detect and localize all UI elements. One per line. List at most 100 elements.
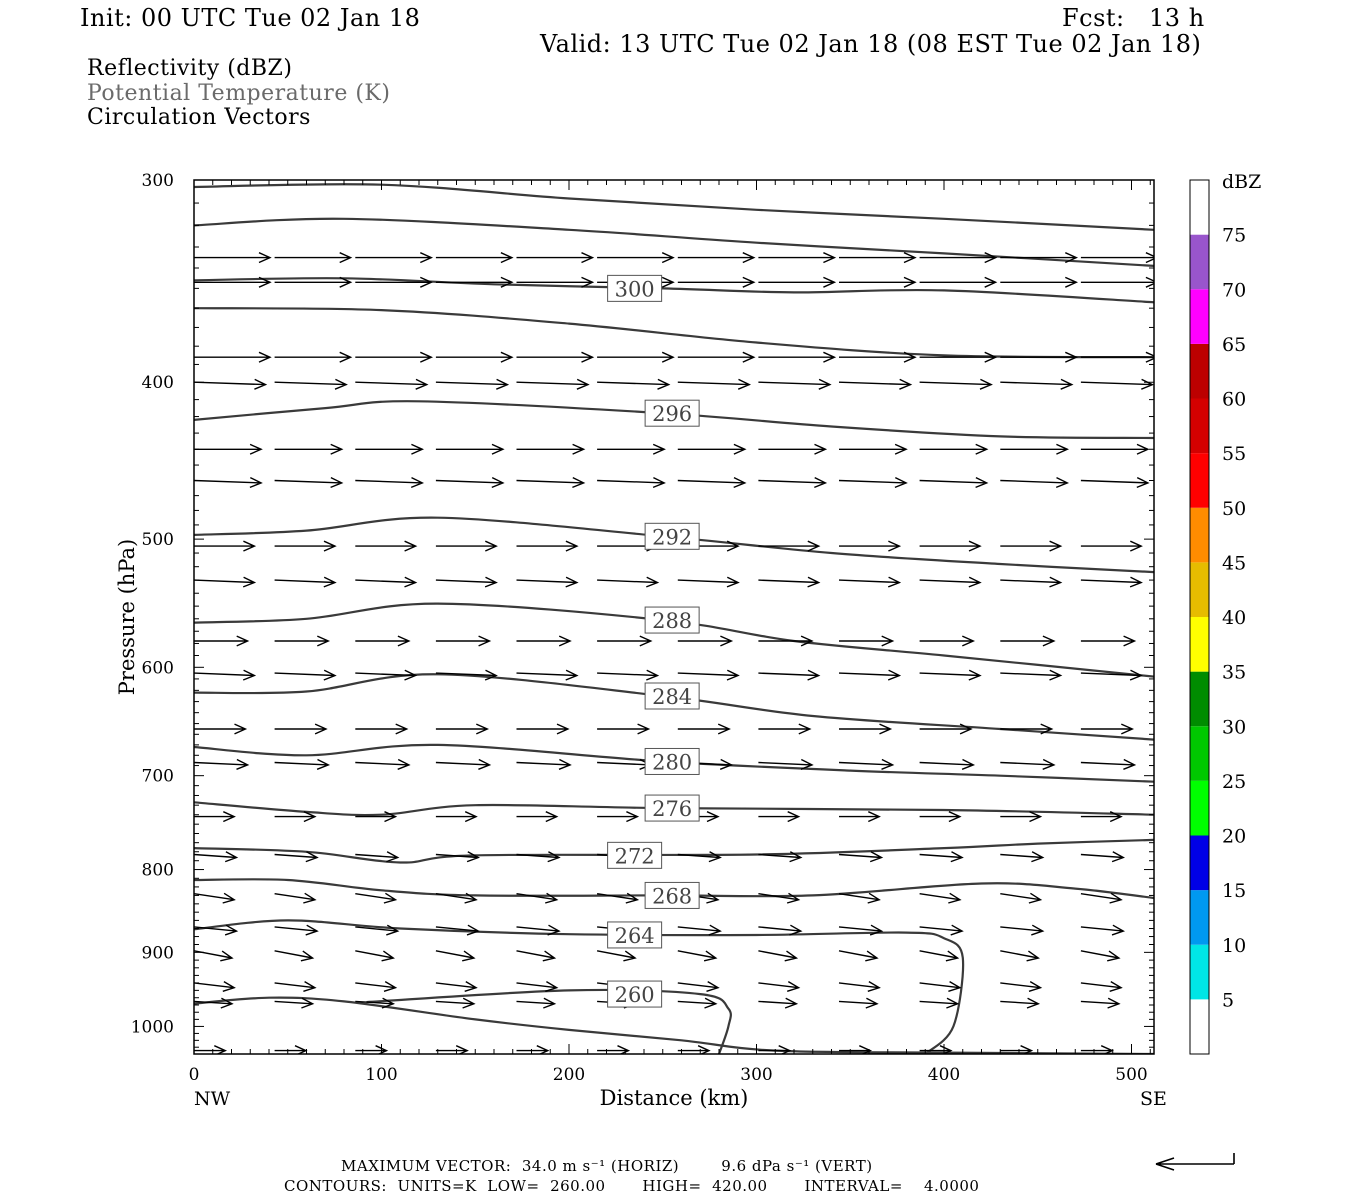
colorbar-bin [1190,507,1209,563]
circulation-vector [194,635,250,647]
contour-label-box [644,399,700,427]
colorbar-frame [1189,179,1210,1055]
y-tick-label: 300 [142,171,174,191]
circulation-vector [435,276,514,288]
isentrope-line [194,801,1154,817]
field-reflectivity: Reflectivity (dBZ) [87,56,293,81]
colorbar-label: 20 [1222,826,1246,848]
isentrope-line [194,217,1154,267]
contour-label-box [644,522,700,550]
circulation-vector [1000,669,1063,681]
circulation-vector [758,723,812,735]
circulation-vector [274,980,317,992]
circulation-vector [1080,351,1154,363]
circulation-vector [1000,950,1040,962]
circulation-vector [597,576,660,588]
circulation-vector [1080,476,1150,489]
circulation-vector [194,851,239,863]
circulation-vector [355,378,429,390]
circulation-vector [194,476,263,489]
contour-label-box [644,606,700,634]
contour-label-box [607,980,663,1008]
circulation-vector [1000,997,1041,1009]
isentrope-line [194,996,1154,1054]
circulation-vector [435,540,498,552]
x-tick-label: 400 [928,1065,960,1085]
circulation-vector [1080,540,1143,552]
circulation-vector [1000,723,1054,735]
circulation-vector [355,950,395,962]
circulation-vector [758,476,828,489]
circulation-vector [677,669,740,681]
isentrope-line [194,919,965,1054]
colorbar-bin [1190,999,1209,1054]
circulation-vector [677,924,722,936]
circulation-vector [194,924,239,936]
colorbar-label: 50 [1222,498,1246,520]
circulation-vector [516,723,570,735]
circulation-vector [194,892,236,904]
circulation-vector [597,351,675,363]
contour-label-box [644,794,700,822]
circulation-vector [839,635,895,647]
colorbar-title: dBZ [1222,171,1261,193]
colorbar-label: 55 [1222,443,1246,465]
circulation-vector [919,276,998,288]
valid-time: Valid: 13 UTC Tue 02 Jan 18 (08 EST Tue … [540,30,1202,58]
colorbar-bin [1190,289,1209,344]
circulation-vector [596,892,640,904]
circulation-vector [355,443,425,455]
colorbar-bin [1190,398,1209,454]
circulation-vector [597,635,653,647]
circulation-vector [758,997,799,1009]
circulation-vector [194,378,268,390]
forecast-hour: Fcst: 13 h [1062,4,1205,32]
circulation-vector [194,252,272,264]
circulation-vector [1000,276,1079,288]
circulation-vector [838,851,884,863]
circulation-vector [758,811,801,823]
circulation-vector [677,252,756,264]
circulation-vector [435,252,514,264]
circulation-vector [919,476,989,489]
colorbar-label: 15 [1222,880,1246,902]
circulation-vector [677,276,756,288]
circulation-vector [516,378,590,390]
circulation-vector [597,811,640,823]
contour-label: 264 [615,924,655,948]
circulation-vector [274,252,353,264]
circulation-vector [194,540,257,552]
circulation-vector [194,276,272,288]
circulation-vector [274,540,337,552]
circulation-vector [1000,576,1063,588]
reference-vector [1155,1153,1235,1171]
circulation-vector [194,811,236,823]
circulation-vector [758,252,837,264]
circulation-vector [274,576,337,588]
circulation-vector [919,924,964,936]
circulation-vector [435,892,478,904]
colorbar-label: 30 [1222,716,1246,738]
colorbar-label: 5 [1222,989,1234,1011]
contours-note: CONTOURS: UNITS=K LOW= 260.00 HIGH= 420.… [284,1177,980,1195]
colorbar-bin [1190,944,1209,1000]
circulation-vector [597,669,660,681]
colorbar-bin [1190,453,1209,508]
y-tick-label: 1000 [131,1017,174,1037]
field-theta: Potential Temperature (K) [87,81,391,106]
circulation-vector [677,635,734,647]
contour-label-box [644,682,700,710]
circulation-vector [274,476,344,489]
circulation-vector [274,723,328,735]
circulation-vector [355,276,434,288]
y-tick-label: 500 [142,530,174,550]
contour-label: 288 [652,609,692,633]
circulation-vector [919,378,993,390]
circulation-vector [919,443,989,455]
contour-label-box [644,881,700,909]
colorbar: 5 10 15 20 25 30 35 40 45 50 55 60 65 70 75 dBZ [1189,171,1261,1055]
contour-label: 276 [652,797,692,821]
circulation-vector [677,950,718,962]
axis-layer: 0 100 200 300 400 500 300 400 500 600 700 800 900 100… [131,171,1154,1085]
circulation-vector [1000,851,1045,863]
